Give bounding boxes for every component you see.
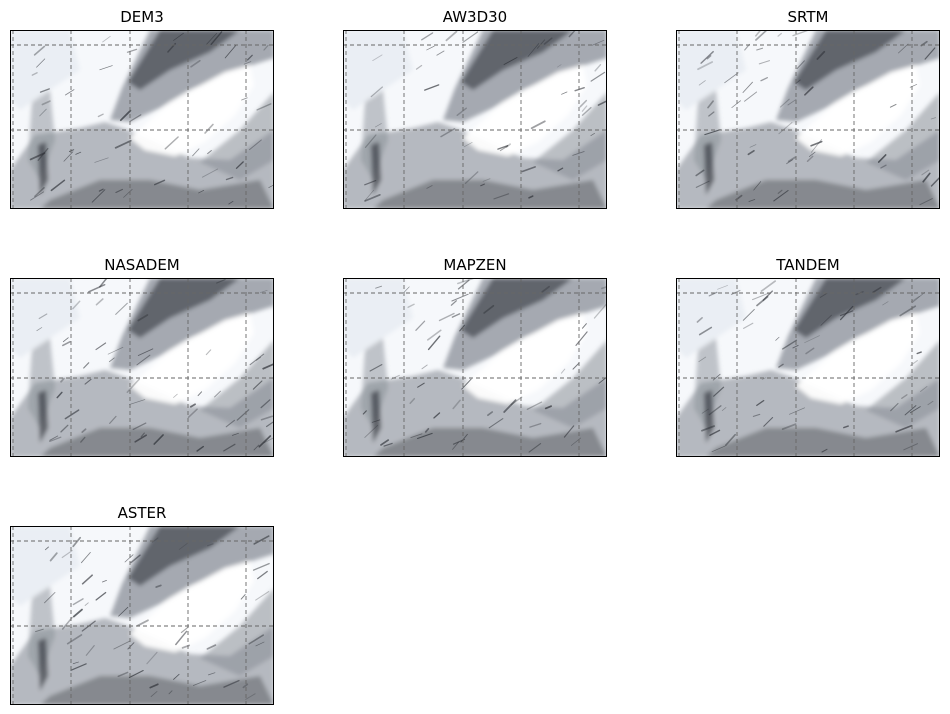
hillshade-image (676, 278, 940, 457)
hillshade-panel-mapzen: MAPZEN (343, 256, 607, 457)
panel-frame (10, 278, 274, 457)
hillshade-panel-aster: ASTER (10, 504, 274, 705)
hillshade-panel-srtm: SRTM (676, 8, 940, 209)
panel-title: TANDEM (776, 256, 840, 274)
hillshade-image (343, 30, 607, 209)
hillshade-image (10, 30, 274, 209)
hillshade-image (10, 278, 274, 457)
hillshade-panel-dem3: DEM3 (10, 8, 274, 209)
panel-title: NASADEM (104, 256, 180, 274)
hillshade-panel-aw3d30: AW3D30 (343, 8, 607, 209)
panel-title: DEM3 (120, 8, 164, 26)
panel-frame (10, 526, 274, 705)
panel-title: MAPZEN (443, 256, 507, 274)
hillshade-image (343, 278, 607, 457)
hillshade-panel-nasadem: NASADEM (10, 256, 274, 457)
panel-title: SRTM (787, 8, 829, 26)
panel-frame (676, 278, 940, 457)
hillshade-image (676, 30, 940, 209)
panel-title: ASTER (117, 504, 167, 522)
panel-frame (676, 30, 940, 209)
panel-title: AW3D30 (442, 8, 508, 26)
panel-frame (10, 30, 274, 209)
hillshade-panel-tandem: TANDEM (676, 256, 940, 457)
hillshade-image (10, 526, 274, 705)
panel-frame (343, 30, 607, 209)
panel-frame (343, 278, 607, 457)
